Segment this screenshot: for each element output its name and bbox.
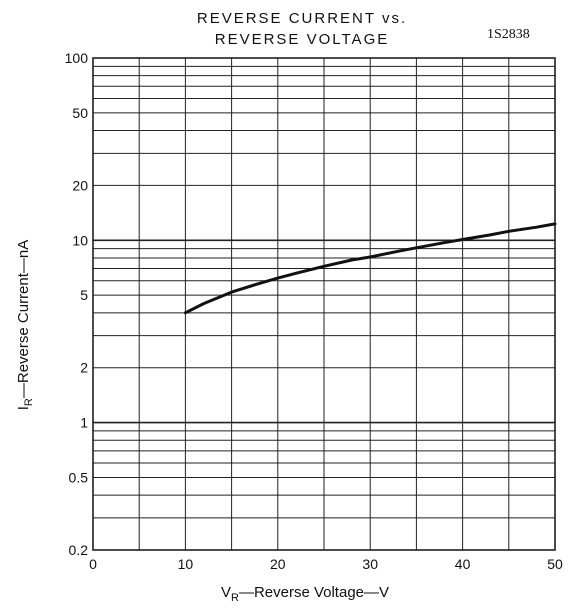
plot-frame — [92, 57, 556, 551]
y-tick-label: 0.5 — [69, 469, 89, 485]
y-tick-label: 100 — [65, 50, 89, 66]
chart-title-line-1: REVERSE CURRENT vs. — [197, 10, 407, 27]
y-axis-label-subscript: R — [23, 398, 35, 406]
y-tick-label: 1 — [80, 415, 88, 431]
y-tick-label: 2 — [80, 360, 88, 376]
x-tick-label: 30 — [362, 556, 378, 572]
x-axis-label-rest: —Reverse Voltage—V — [239, 584, 389, 601]
x-tick-label: 50 — [547, 556, 563, 572]
chart-title-line-2: REVERSE VOLTAGE — [215, 31, 390, 48]
grid — [93, 58, 555, 550]
y-tick-label: 10 — [72, 232, 88, 248]
y-axis-label-rest: —Reverse Current—nA — [15, 240, 32, 398]
y-axis-label: IR—Reverse Current—nA — [15, 240, 35, 411]
x-tick-label: 0 — [89, 556, 97, 572]
x-axis-label-main: V — [221, 584, 231, 601]
series-line — [183, 222, 557, 315]
x-axis-label: VR—Reverse Voltage—V — [221, 584, 389, 604]
x-tick-label: 10 — [178, 556, 194, 572]
y-axis-label-main: I — [15, 406, 32, 410]
tick-labels: 0 10 20 30 40 50 0.2 0.5 1 2 5 10 20 50 100 — [65, 50, 563, 572]
y-tick-label: 5 — [80, 287, 88, 303]
y-tick-label: 50 — [72, 105, 88, 121]
y-tick-label: 0.2 — [69, 542, 89, 558]
x-tick-label: 20 — [270, 556, 286, 572]
y-tick-label: 20 — [72, 177, 88, 193]
x-tick-label: 40 — [455, 556, 471, 572]
x-axis-label-subscript: R — [231, 592, 239, 604]
part-number: 1S2838 — [487, 27, 530, 42]
